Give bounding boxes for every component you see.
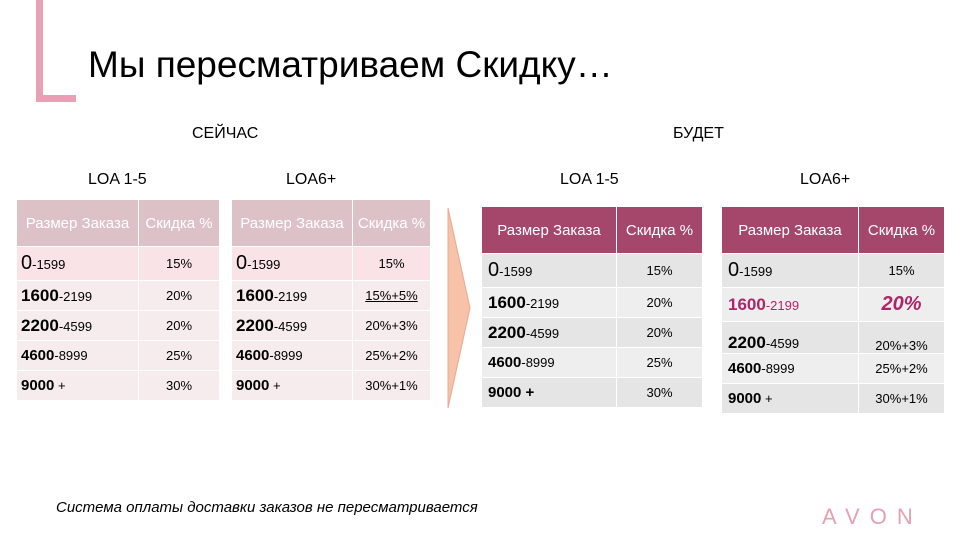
future-loa6-table: Размер Заказа Скидка % 0-1599 15% 1600-2… bbox=[721, 206, 945, 414]
table-cell-disc: 25% bbox=[138, 340, 220, 371]
col-header-size: Размер Заказа bbox=[721, 206, 859, 254]
table-cell-disc: 20% bbox=[138, 310, 220, 341]
table-cell-disc: 30% bbox=[616, 377, 703, 408]
right-arrow-icon bbox=[447, 208, 471, 408]
table-cell-disc: 25%+2% bbox=[858, 353, 945, 384]
table-cell-size: 4600-8999 bbox=[721, 353, 859, 384]
page-title: Мы пересматриваем Скидку… bbox=[88, 44, 613, 85]
table-cell-disc: 15% bbox=[858, 253, 945, 288]
col-header-size: Размер Заказа bbox=[16, 199, 139, 247]
now-loa6-label: LOA6+ bbox=[286, 171, 337, 188]
table-cell-size: 9000 + bbox=[721, 383, 859, 414]
table-cell-size: 2200-4599 bbox=[481, 317, 617, 348]
table-cell-size: 0-1599 bbox=[481, 253, 617, 288]
table-cell-disc: 20%+3% bbox=[858, 321, 945, 354]
footer-note: Система оплаты доставки заказов не перес… bbox=[56, 499, 478, 516]
table-cell-size: 1600-2199 bbox=[16, 280, 139, 311]
now-loa1-label: LOA 1-5 bbox=[88, 171, 147, 188]
table-cell-size: 1600-2199 bbox=[481, 287, 617, 318]
table-cell-disc: 15% bbox=[352, 246, 431, 281]
table-cell-disc: 30%+1% bbox=[858, 383, 945, 414]
col-header-disc: Скидка % bbox=[352, 199, 431, 247]
table-cell-disc: 25% bbox=[616, 347, 703, 378]
col-header-disc: Скидка % bbox=[138, 199, 220, 247]
table-cell-disc: 15% bbox=[616, 253, 703, 288]
table-cell-size: 0-1599 bbox=[231, 246, 353, 281]
table-cell-size: 1600-2199 bbox=[721, 287, 859, 322]
now-loa1-table: Размер Заказа Скидка % 0-1599 15% 1600-2… bbox=[16, 199, 220, 401]
avon-logo: AVON bbox=[822, 504, 923, 529]
table-cell-disc: 30% bbox=[138, 370, 220, 401]
table-cell-size: 4600-8999 bbox=[231, 340, 353, 371]
bracket-horizontal bbox=[36, 95, 76, 102]
table-cell-disc: 20% bbox=[138, 280, 220, 311]
col-header-disc: Скидка % bbox=[616, 206, 703, 254]
table-cell-size: 0-1599 bbox=[721, 253, 859, 288]
table-cell-disc-highlight: 20% bbox=[858, 287, 945, 322]
table-cell-disc: 30%+1% bbox=[352, 370, 431, 401]
future-loa1-label: LOA 1-5 bbox=[560, 171, 619, 188]
future-loa1-table: Размер Заказа Скидка % 0-1599 15% 1600-2… bbox=[481, 206, 703, 408]
title-bracket bbox=[36, 0, 76, 102]
col-header-size: Размер Заказа bbox=[481, 206, 617, 254]
table-cell-disc: 20%+3% bbox=[352, 310, 431, 341]
table-cell-size: 2200-4599 bbox=[231, 310, 353, 341]
table-cell-disc: 25%+2% bbox=[352, 340, 431, 371]
table-cell-disc: 15% bbox=[138, 246, 220, 281]
table-cell-size: 2200-4599 bbox=[16, 310, 139, 341]
table-cell-size: 9000 + bbox=[16, 370, 139, 401]
now-loa6-table: Размер Заказа Скидка % 0-1599 15% 1600-2… bbox=[231, 199, 431, 401]
table-cell-disc: 20% bbox=[616, 287, 703, 318]
table-cell-size: 9000 + bbox=[481, 377, 617, 408]
table-cell-size: 1600-2199 bbox=[231, 280, 353, 311]
bracket-vertical bbox=[36, 0, 43, 102]
table-cell-size: 0-1599 bbox=[16, 246, 139, 281]
table-cell-size: 9000 + bbox=[231, 370, 353, 401]
table-cell-size: 2200-4599 bbox=[721, 321, 859, 354]
future-loa6-label: LOA6+ bbox=[800, 171, 851, 188]
now-label: СЕЙЧАС bbox=[192, 125, 259, 142]
future-label: БУДЕТ bbox=[673, 125, 724, 142]
col-header-size: Размер Заказа bbox=[231, 199, 353, 247]
table-cell-disc: 20% bbox=[616, 317, 703, 348]
table-cell-size: 4600-8999 bbox=[481, 347, 617, 378]
col-header-disc: Скидка % bbox=[858, 206, 945, 254]
table-cell-size: 4600-8999 bbox=[16, 340, 139, 371]
table-cell-disc: 15%+5% bbox=[352, 280, 431, 311]
